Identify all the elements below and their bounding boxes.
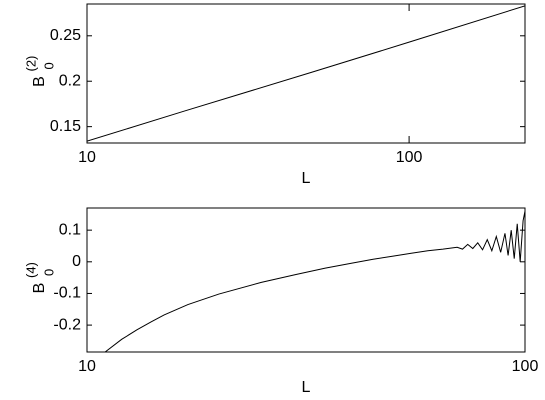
y-tick-label: -0.2 bbox=[53, 316, 81, 333]
line-series bbox=[104, 211, 525, 352]
x-tick-label: 100 bbox=[396, 149, 423, 166]
plot-frame bbox=[86, 207, 526, 353]
x-tick-label: 100 bbox=[512, 358, 539, 375]
y-tick-label: 0.15 bbox=[50, 118, 81, 135]
x-axis-label: L bbox=[302, 170, 311, 187]
plot-frame bbox=[86, 3, 526, 144]
x-tick-label: 10 bbox=[78, 149, 96, 166]
x-axis-label: L bbox=[302, 379, 311, 396]
y-tick-label: -0.1 bbox=[53, 285, 81, 302]
x-tick-label: 10 bbox=[78, 358, 96, 375]
y-axis-label: B 0(2) bbox=[23, 56, 56, 87]
line-series bbox=[87, 5, 525, 142]
y-tick-label: 0.25 bbox=[50, 27, 81, 44]
y-label-sup: (4) bbox=[23, 262, 38, 278]
y-label-base: B bbox=[31, 283, 48, 294]
y-axis-label: B 0(4) bbox=[23, 262, 56, 293]
y-label-sub: 0 bbox=[41, 62, 56, 69]
y-tick-label: 0 bbox=[72, 253, 81, 270]
y-label-sup: (2) bbox=[23, 56, 38, 72]
y-tick-label: 0.1 bbox=[59, 221, 81, 238]
y-label-base: B bbox=[31, 76, 48, 87]
y-tick-label: 0.2 bbox=[59, 72, 81, 89]
y-label-sub: 0 bbox=[41, 269, 56, 276]
